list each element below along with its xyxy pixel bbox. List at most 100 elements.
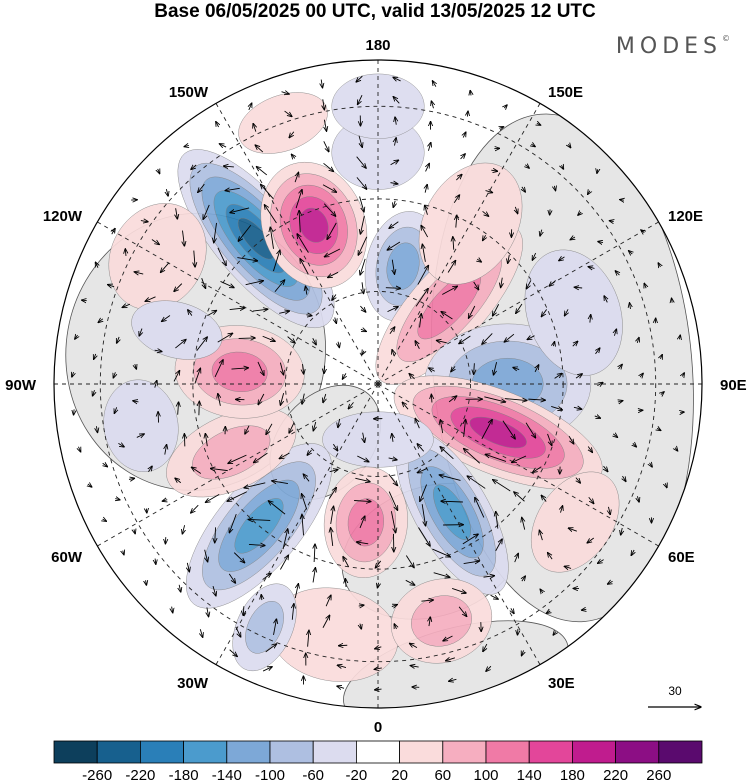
map-title: Base 06/05/2025 00 UTC, valid 13/05/2025…: [154, 1, 596, 22]
wind-arrow: [549, 280, 556, 286]
wind-arrow: [491, 170, 497, 171]
wind-arrow: [140, 221, 148, 222]
wind-arrow: [553, 342, 554, 347]
wind-arrow: [231, 368, 248, 369]
colorbar-swatch: [658, 740, 703, 764]
colorbar-swatch: [53, 740, 98, 764]
wind-arrow: [462, 534, 478, 545]
wind-arrow: [628, 251, 632, 254]
anomaly-band: [131, 300, 223, 360]
wind-arrow: [410, 666, 419, 668]
wind-arrow: [182, 230, 184, 247]
wind-arrow: [324, 119, 326, 132]
wind-arrow: [428, 142, 430, 151]
wind-arrow: [274, 280, 285, 293]
wind-arrow: [440, 447, 454, 460]
wind-arrow: [360, 305, 365, 312]
wind-arrow: [245, 425, 250, 434]
wind-arrow: [227, 491, 247, 502]
wind-arrow: [228, 454, 247, 463]
wind-arrow: [482, 210, 489, 216]
wind-arrow: [75, 335, 78, 339]
wind-arrow: [446, 658, 456, 661]
wind-arrow: [421, 600, 433, 601]
wind-arrow: [393, 77, 401, 81]
colorbar-swatch: [355, 740, 400, 764]
wind-arrow: [420, 314, 422, 328]
wind-arrow: [573, 407, 582, 409]
wind-arrow: [467, 476, 486, 489]
wind-arrow: [262, 335, 276, 341]
wind-arrow: [191, 504, 199, 513]
wind-arrow: [415, 341, 420, 349]
wind-arrow: [607, 581, 613, 584]
wind-arrow: [644, 283, 646, 288]
wind-arrow: [418, 527, 431, 546]
wind-arrow: [483, 643, 487, 652]
wind-arrow: [291, 154, 294, 158]
wind-arrow: [609, 221, 613, 222]
wind-arrow: [484, 396, 505, 402]
wind-arrow: [425, 184, 427, 193]
wind-arrow: [238, 338, 256, 339]
wind-arrow: [117, 336, 120, 343]
meridian-line: [97, 383, 379, 547]
wind-arrow: [436, 340, 447, 342]
wind-arrow: [502, 420, 515, 439]
wind-arrow: [173, 370, 180, 382]
wind-arrow: [453, 237, 454, 250]
wind-arrow: [590, 314, 591, 323]
wind-arrow: [595, 348, 599, 355]
wind-arrow: [468, 305, 476, 318]
wind-arrow: [564, 566, 572, 568]
wind-arrow: [294, 584, 298, 599]
wind-arrow: [504, 333, 515, 342]
anomaly-band: [411, 595, 472, 647]
wind-arrow: [485, 191, 493, 193]
wind-arrow: [417, 468, 428, 472]
wind-arrow: [82, 300, 87, 301]
wind-arrow: [562, 165, 564, 169]
wind-arrow: [115, 499, 120, 500]
wind-arrow: [160, 262, 170, 273]
wind-arrow: [273, 619, 277, 636]
anomaly-band: [347, 498, 385, 547]
wind-arrow: [511, 608, 514, 613]
wind-arrow: [421, 504, 425, 526]
wind-arrow: [597, 169, 598, 173]
label-90e: 90E: [720, 377, 747, 394]
wind-arrow: [134, 272, 144, 274]
wind-arrow: [679, 335, 680, 339]
wind-arrow: [338, 341, 339, 348]
wind-arrow: [313, 338, 316, 345]
wind-arrow: [281, 92, 290, 94]
anomaly-band: [299, 207, 329, 243]
colorbar-tick-label: -220: [125, 767, 155, 783]
wind-arrow: [385, 288, 401, 289]
wind-arrow: [554, 186, 555, 191]
wind-arrow: [594, 416, 601, 418]
wind-arrow: [417, 265, 429, 285]
wind-arrow: [405, 579, 415, 585]
wind-arrow: [618, 401, 623, 402]
wind-arrow: [547, 433, 552, 446]
wind-arrow: [265, 644, 277, 653]
wind-arrow: [201, 278, 206, 288]
wind-arrow: [431, 101, 433, 109]
wind-arrow: [458, 606, 467, 617]
wind-arrow: [387, 307, 399, 313]
wind-arrow: [128, 478, 135, 479]
wind-arrow: [260, 184, 274, 200]
label-150e: 150E: [548, 84, 583, 101]
wind-arrow: [359, 196, 364, 211]
wind-arrow: [360, 215, 365, 234]
logo-mark: ©: [722, 34, 730, 43]
logo-text: MODES: [615, 34, 722, 59]
wind-arrow: [508, 254, 510, 263]
wind-arrow: [258, 393, 265, 405]
wind-arrow: [604, 296, 607, 303]
wind-arrow: [463, 561, 480, 563]
wind-arrow: [343, 556, 349, 567]
wind-arrow: [439, 475, 461, 481]
label-120e: 120E: [668, 208, 703, 225]
